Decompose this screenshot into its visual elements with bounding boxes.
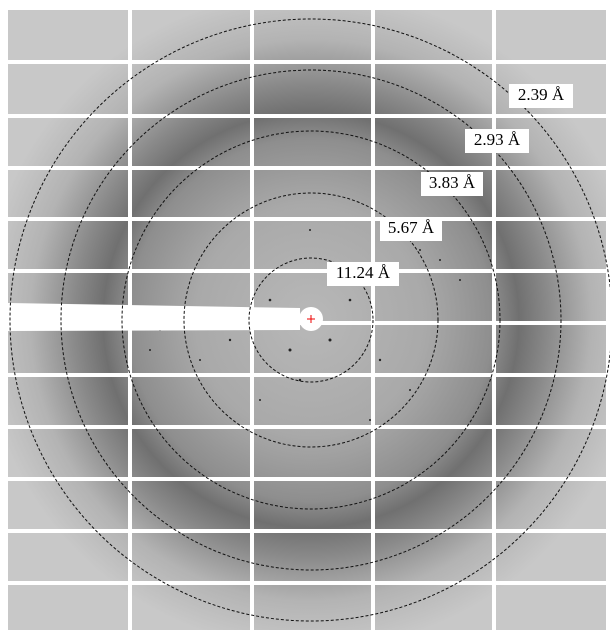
ring-label: 2.39 Å [509,84,573,108]
diffraction-image: 11.24 Å 5.67 Å 3.83 Å 2.93 Å 2.39 Å [0,0,610,631]
ring-label-text: 2.93 Å [474,130,521,149]
ring-label-text: 3.83 Å [429,173,476,192]
ring-label: 2.93 Å [465,129,529,153]
ring-label: 3.83 Å [421,172,483,196]
ring-label: 11.24 Å [327,262,399,286]
ring-label: 5.67 Å [380,217,442,241]
ring-label-text: 2.39 Å [518,85,565,104]
ring-label-text: 5.67 Å [388,218,435,237]
ring-label-text: 11.24 Å [336,263,391,282]
